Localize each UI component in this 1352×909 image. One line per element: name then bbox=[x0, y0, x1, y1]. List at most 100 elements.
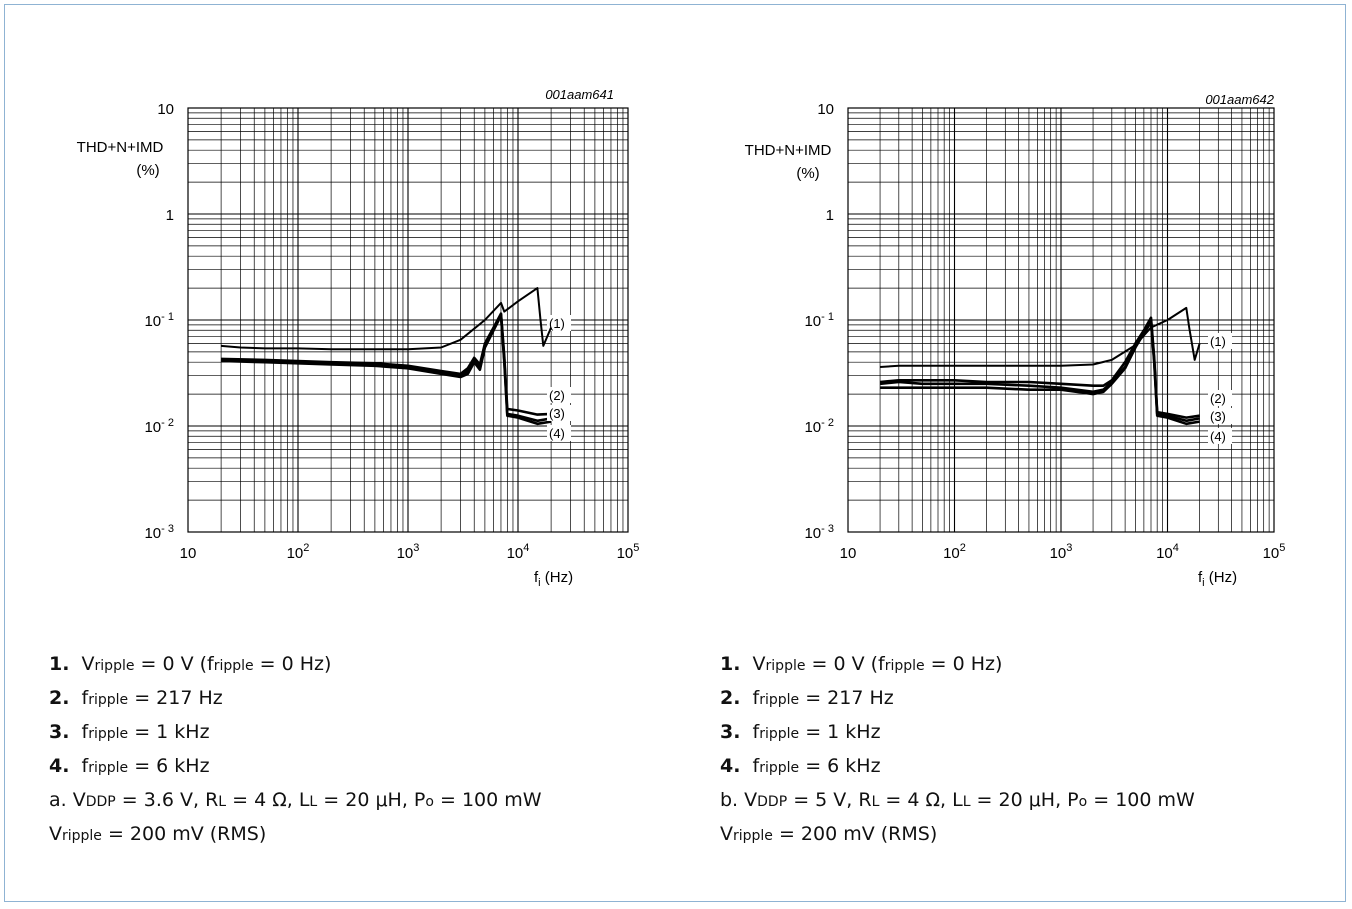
legend-note-line: 2. fripple = 217 Hz bbox=[720, 682, 1195, 716]
legend-note-line: 1. Vripple = 0 V (fripple = 0 Hz) bbox=[720, 648, 1195, 682]
note-text: = 200 mV (RMS) bbox=[101, 823, 267, 845]
y-tick-label: 10- 2 bbox=[144, 417, 174, 436]
note-text: L bbox=[871, 794, 880, 810]
note-text: = 4 Ω, L bbox=[226, 789, 310, 811]
plot-border bbox=[847, 107, 1275, 533]
chart-a: 001aam641 THD+N+IMD (%) 10 1 10- 1 10- 2 10- 3 1… bbox=[77, 87, 640, 589]
series-label-1: (1) bbox=[549, 316, 565, 331]
y-axis-label: THD+N+IMD bbox=[77, 139, 164, 156]
note-text: ripple bbox=[62, 828, 102, 844]
series-label-4: (4) bbox=[549, 426, 565, 441]
y-tick-label: 1 bbox=[166, 207, 174, 224]
note-text: ripple bbox=[759, 726, 800, 742]
series-label-3: (3) bbox=[1210, 409, 1226, 424]
x-axis-label: fi (Hz) bbox=[1198, 569, 1237, 589]
plot-grid bbox=[848, 108, 1274, 532]
series-label-2: (2) bbox=[1210, 391, 1226, 406]
note-text: = 200 mV (RMS) bbox=[772, 823, 938, 845]
x-tick-label: 104 bbox=[1156, 542, 1179, 562]
figure-frame bbox=[4, 4, 1346, 902]
note-text: ripple bbox=[94, 658, 135, 674]
chart-id: 001aam641 bbox=[545, 87, 614, 102]
note-text: o bbox=[425, 794, 434, 810]
note-text: = 0 V (f bbox=[805, 653, 885, 675]
y-axis-label: (%) bbox=[136, 162, 159, 179]
note-text: L bbox=[309, 794, 318, 810]
note-text: 2. bbox=[49, 687, 70, 709]
x-tick-label: 103 bbox=[1050, 542, 1073, 562]
series-label-bg bbox=[547, 315, 571, 331]
series-label-bg bbox=[547, 405, 571, 421]
series-line-4 bbox=[880, 306, 1201, 368]
note-text: b. V bbox=[720, 789, 758, 811]
y-tick-label: 10 bbox=[817, 101, 834, 118]
note-text: V bbox=[720, 823, 733, 845]
note-text: ripple bbox=[213, 658, 254, 674]
note-text: f bbox=[740, 687, 760, 709]
note-text: f bbox=[740, 721, 760, 743]
series-line-3 bbox=[221, 312, 552, 416]
y-tick-label: 10- 3 bbox=[804, 523, 834, 542]
note-text: = 5 V, R bbox=[787, 789, 872, 811]
legend-note-line: Vripple = 200 mV (RMS) bbox=[49, 818, 542, 852]
x-tick-label: 103 bbox=[397, 542, 420, 562]
legend-note-line: 3. fripple = 1 kHz bbox=[720, 716, 1195, 750]
legend-note-line: a. VDDP = 3.6 V, RL = 4 Ω, LL = 20 μH, P… bbox=[49, 784, 542, 818]
series-label-2: (2) bbox=[549, 388, 565, 403]
note-text: 1. bbox=[720, 653, 741, 675]
note-text: ripple bbox=[759, 760, 800, 776]
note-text: L bbox=[962, 794, 971, 810]
note-text: f bbox=[69, 721, 89, 743]
series-line-3 bbox=[879, 316, 1200, 419]
series-label-bg bbox=[1208, 333, 1232, 349]
note-text: V bbox=[49, 823, 62, 845]
note-text: V bbox=[69, 653, 95, 675]
y-tick-label: 10- 2 bbox=[804, 417, 834, 436]
legend-notes-b: 1. Vripple = 0 V (fripple = 0 Hz) 2. frip… bbox=[720, 648, 1195, 852]
y-axis-label: THD+N+IMD bbox=[745, 142, 832, 159]
note-text: 3. bbox=[49, 721, 70, 743]
note-text: 4. bbox=[49, 755, 70, 777]
series-label-3: (3) bbox=[549, 406, 565, 421]
x-tick-label: 102 bbox=[287, 542, 310, 562]
x-tick-label: 105 bbox=[1263, 542, 1286, 562]
note-text: ripple bbox=[884, 658, 925, 674]
legend-note-line: b. VDDP = 5 V, RL = 4 Ω, LL = 20 μH, Po … bbox=[720, 784, 1195, 818]
y-tick-label: 10- 1 bbox=[804, 311, 834, 330]
note-text: ripple bbox=[733, 828, 773, 844]
note-text: = 217 Hz bbox=[128, 687, 223, 709]
series-line-4 bbox=[221, 287, 553, 351]
note-text: = 0 V (f bbox=[134, 653, 214, 675]
x-axis-label: fi (Hz) bbox=[534, 569, 573, 589]
note-text: f bbox=[740, 755, 760, 777]
series-label-bg bbox=[547, 387, 571, 403]
note-text: ripple bbox=[88, 760, 129, 776]
x-tick-label: 102 bbox=[943, 542, 966, 562]
legend-note-line: Vripple = 200 mV (RMS) bbox=[720, 818, 1195, 852]
chart-b: 001aam642 THD+N+IMD (%) 10 1 10- 1 10- 2 10- 3 1… bbox=[745, 92, 1286, 589]
note-text: = 6 kHz bbox=[128, 755, 210, 777]
note-text: DDP bbox=[757, 794, 788, 810]
y-axis-label: (%) bbox=[796, 165, 819, 182]
note-text: V bbox=[740, 653, 766, 675]
legend-note-line: 3. fripple = 1 kHz bbox=[49, 716, 542, 750]
note-text: 4. bbox=[720, 755, 741, 777]
y-tick-label: 10- 3 bbox=[144, 523, 174, 542]
y-tick-label: 10- 1 bbox=[144, 311, 174, 330]
note-text: 2. bbox=[720, 687, 741, 709]
note-text: = 1 kHz bbox=[128, 721, 210, 743]
series-label-bg bbox=[1208, 390, 1232, 406]
y-tick-label: 10 bbox=[157, 101, 174, 118]
note-text: L bbox=[218, 794, 227, 810]
note-text: DDP bbox=[85, 794, 116, 810]
note-text: ripple bbox=[88, 726, 129, 742]
note-text: a. V bbox=[49, 789, 86, 811]
note-text: = 20 μH, P bbox=[970, 789, 1079, 811]
note-text: = 0 Hz) bbox=[253, 653, 332, 675]
series-label-bg bbox=[1208, 408, 1232, 424]
x-tick-label: 10 bbox=[840, 545, 857, 562]
note-text: = 0 Hz) bbox=[924, 653, 1003, 675]
note-text: = 20 μH, P bbox=[317, 789, 426, 811]
note-text: = 217 Hz bbox=[799, 687, 894, 709]
note-text: ripple bbox=[765, 658, 806, 674]
